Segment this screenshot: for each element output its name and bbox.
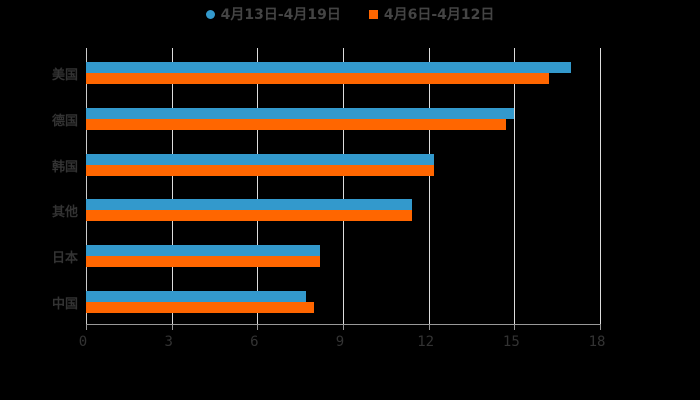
plot-area: [86, 48, 601, 324]
legend-item-series2[interactable]: 4月6日-4月12日: [368, 4, 495, 24]
x-tick: [86, 324, 87, 330]
legend-label-series1: 4月13日-4月19日: [220, 7, 341, 23]
x-tick-label: 18: [588, 334, 606, 350]
gridline: [171, 48, 173, 324]
gridline: [428, 48, 430, 324]
category-label: 德国: [51, 114, 78, 129]
bar-orange[interactable]: [86, 73, 549, 84]
chart-legend: 4月13日-4月19日 4月6日-4月12日: [0, 4, 700, 24]
gridline: [257, 48, 259, 324]
gridline: [514, 48, 516, 324]
bar-blue[interactable]: [86, 62, 572, 73]
x-tick: [600, 324, 601, 330]
x-tick: [171, 324, 173, 330]
x-tick: [514, 324, 516, 330]
category-label: 其他: [51, 205, 78, 220]
bar-blue[interactable]: [86, 199, 412, 210]
bar-orange[interactable]: [86, 119, 506, 130]
x-tick: [343, 324, 344, 330]
x-tick-label: 0: [78, 334, 88, 350]
x-tick-label: 3: [164, 334, 173, 350]
legend-item-series1[interactable]: 4月13日-4月19日: [205, 4, 341, 24]
legend-marker-blue-icon: [205, 9, 215, 19]
bar-orange[interactable]: [86, 256, 321, 267]
x-tick-label: 6: [250, 334, 259, 350]
x-tick-label: 15: [502, 334, 520, 350]
bar-orange[interactable]: [86, 302, 315, 313]
legend-marker-orange-icon: [368, 9, 378, 19]
bar-orange[interactable]: [86, 165, 435, 176]
x-tick: [428, 324, 430, 330]
legend-label-series2: 4月6日-4月12日: [383, 7, 495, 23]
bar-blue[interactable]: [86, 108, 515, 119]
gridline: [600, 48, 601, 324]
gridline: [343, 48, 344, 324]
bar-orange[interactable]: [86, 210, 412, 221]
bar-blue[interactable]: [86, 154, 435, 165]
category-label: 韩国: [51, 160, 78, 175]
category-label: 日本: [51, 251, 78, 266]
x-tick: [257, 324, 259, 330]
category-label: 美国: [51, 68, 78, 83]
x-tick-label: 9: [335, 334, 345, 350]
bar-blue[interactable]: [86, 291, 306, 302]
x-tick-label: 12: [417, 334, 435, 350]
bar-blue[interactable]: [86, 245, 321, 256]
y-axis-line: [86, 48, 87, 324]
category-label: 中国: [51, 297, 78, 312]
